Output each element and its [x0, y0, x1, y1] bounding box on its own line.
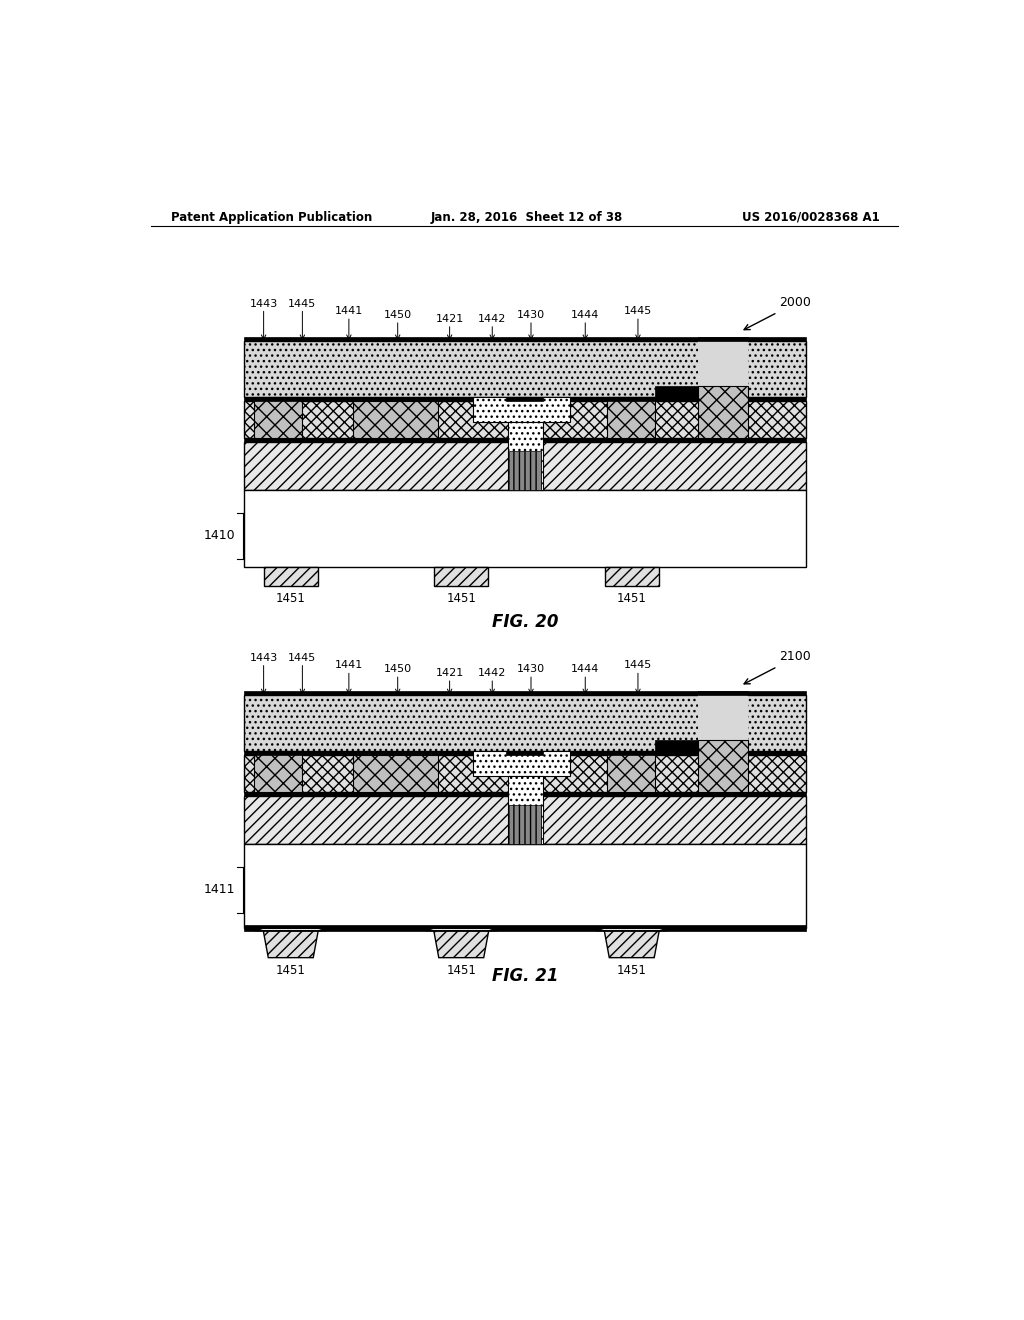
- Text: 2000: 2000: [779, 296, 811, 309]
- Polygon shape: [596, 928, 668, 931]
- Text: 1451: 1451: [446, 964, 476, 977]
- Bar: [473, 751, 569, 776]
- Bar: [245, 397, 806, 401]
- Bar: [433, 920, 489, 923]
- Bar: [245, 751, 806, 755]
- Bar: [245, 792, 806, 796]
- Polygon shape: [604, 928, 659, 958]
- Text: 1410: 1410: [204, 529, 234, 543]
- Bar: [263, 920, 318, 923]
- Text: Jan. 28, 2016  Sheet 12 of 38: Jan. 28, 2016 Sheet 12 of 38: [430, 211, 623, 224]
- Text: 1445: 1445: [624, 660, 652, 671]
- Text: 1421: 1421: [435, 314, 464, 323]
- Polygon shape: [255, 928, 327, 931]
- Bar: [254, 397, 302, 401]
- Bar: [245, 843, 806, 928]
- Text: 1450: 1450: [384, 310, 412, 321]
- Bar: [506, 397, 544, 401]
- Bar: [697, 337, 748, 341]
- Text: FIG. 21: FIG. 21: [492, 966, 558, 985]
- Bar: [604, 920, 659, 923]
- Bar: [245, 755, 806, 792]
- Bar: [655, 739, 697, 755]
- Bar: [352, 755, 438, 792]
- Text: 1451: 1451: [616, 964, 647, 977]
- Bar: [352, 751, 438, 755]
- Bar: [509, 805, 541, 843]
- Bar: [245, 401, 806, 438]
- Bar: [607, 751, 655, 755]
- Bar: [607, 751, 655, 792]
- Bar: [245, 438, 806, 442]
- Bar: [245, 696, 806, 751]
- Text: 1441: 1441: [335, 306, 362, 317]
- Polygon shape: [426, 928, 497, 931]
- Bar: [245, 490, 806, 566]
- Bar: [434, 566, 488, 586]
- Bar: [697, 341, 748, 397]
- Text: 1445: 1445: [624, 306, 652, 317]
- Bar: [697, 696, 748, 751]
- Bar: [697, 739, 748, 792]
- Bar: [697, 692, 748, 696]
- Text: FIG. 20: FIG. 20: [492, 612, 558, 631]
- Bar: [245, 692, 806, 696]
- Text: 1430: 1430: [517, 310, 545, 321]
- Bar: [506, 751, 544, 755]
- Bar: [509, 451, 541, 490]
- Bar: [352, 397, 438, 401]
- Polygon shape: [433, 928, 489, 958]
- Text: 1451: 1451: [616, 591, 647, 605]
- Bar: [473, 397, 569, 422]
- Bar: [352, 401, 438, 438]
- Bar: [607, 397, 655, 401]
- Bar: [607, 397, 655, 438]
- Bar: [245, 337, 806, 341]
- Text: 1442: 1442: [478, 314, 507, 323]
- Text: 1441: 1441: [335, 660, 362, 671]
- Bar: [508, 776, 543, 843]
- Text: US 2016/0028368 A1: US 2016/0028368 A1: [742, 211, 880, 224]
- Text: 1443: 1443: [250, 298, 278, 309]
- Text: 2100: 2100: [779, 649, 811, 663]
- Text: Patent Application Publication: Patent Application Publication: [171, 211, 372, 224]
- Text: 1445: 1445: [288, 653, 316, 663]
- Bar: [254, 397, 302, 438]
- Bar: [697, 385, 748, 438]
- Text: 1451: 1451: [275, 591, 306, 605]
- Text: 1451: 1451: [275, 964, 306, 977]
- Bar: [263, 566, 317, 586]
- Text: 1444: 1444: [571, 664, 599, 675]
- Bar: [508, 422, 543, 490]
- Text: 1451: 1451: [446, 591, 476, 605]
- Text: 1445: 1445: [288, 298, 316, 309]
- Bar: [254, 751, 302, 755]
- Text: 1443: 1443: [250, 653, 278, 663]
- Text: 1442: 1442: [478, 668, 507, 678]
- Text: 1430: 1430: [517, 664, 545, 675]
- Bar: [254, 751, 302, 792]
- Text: 1421: 1421: [435, 668, 464, 678]
- Polygon shape: [263, 928, 318, 958]
- Text: 1444: 1444: [571, 310, 599, 321]
- Text: 1411: 1411: [204, 883, 234, 896]
- Bar: [245, 442, 806, 490]
- Bar: [655, 385, 697, 401]
- Bar: [604, 566, 658, 586]
- Bar: [245, 341, 806, 397]
- Bar: [245, 796, 806, 843]
- Bar: [245, 924, 806, 931]
- Text: 1450: 1450: [384, 664, 412, 675]
